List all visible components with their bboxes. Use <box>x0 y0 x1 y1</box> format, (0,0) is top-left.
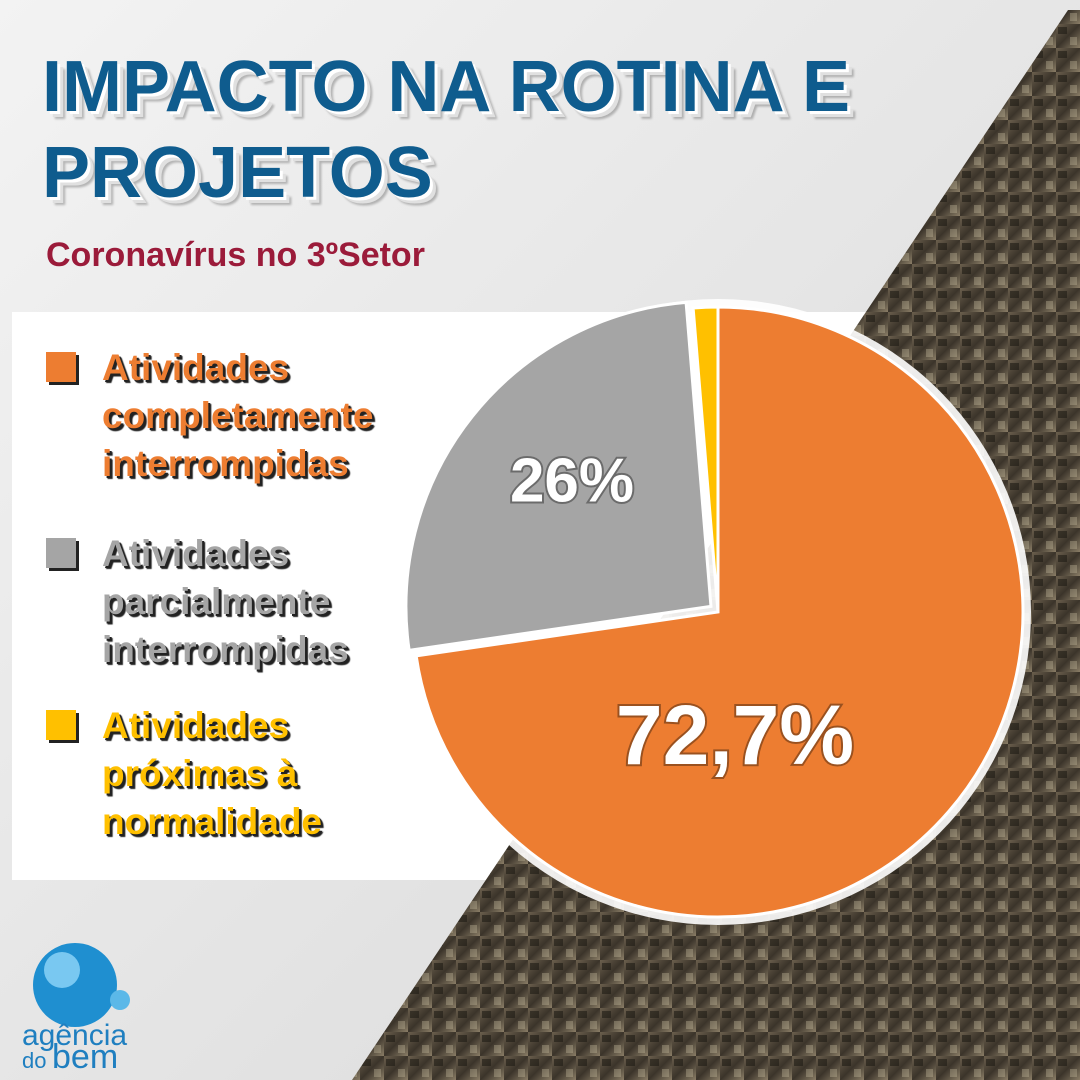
legend-label: Atividades parcialmente interrompidas <box>102 533 349 670</box>
logo-sphere <box>33 943 117 1027</box>
pie-slice <box>414 305 1025 919</box>
chart-subtitle: Coronavírus no 3ºSetor <box>46 236 425 274</box>
pie: 72,7% 26% <box>404 299 1031 925</box>
data-label: 26% <box>510 446 634 515</box>
pie-slice <box>691 305 720 613</box>
data-label: 72,7% <box>616 688 854 782</box>
legend-item: Atividades parcialmente interrompidas <box>46 530 422 674</box>
logo-text: do <box>22 1048 46 1073</box>
legend-label: Atividades próximas à normalidade <box>102 705 322 842</box>
legend-swatch <box>46 352 76 382</box>
legend-swatch <box>46 710 76 740</box>
legend-item: Atividades completamente interrompidas <box>46 344 422 488</box>
legend-swatch <box>46 538 76 568</box>
logo-highlight <box>44 952 80 988</box>
logo-bubble <box>110 990 130 1010</box>
legend-label: Atividades completamente interrompidas <box>102 347 374 484</box>
logo-text: agência <box>22 1019 127 1052</box>
legend-item: Atividades próximas à normalidade <box>46 702 422 846</box>
chart-title: IMPACTO NA ROTINA E PROJETOS <box>42 47 850 213</box>
pie-slice <box>404 300 713 653</box>
logo-text: bem <box>52 1038 118 1076</box>
